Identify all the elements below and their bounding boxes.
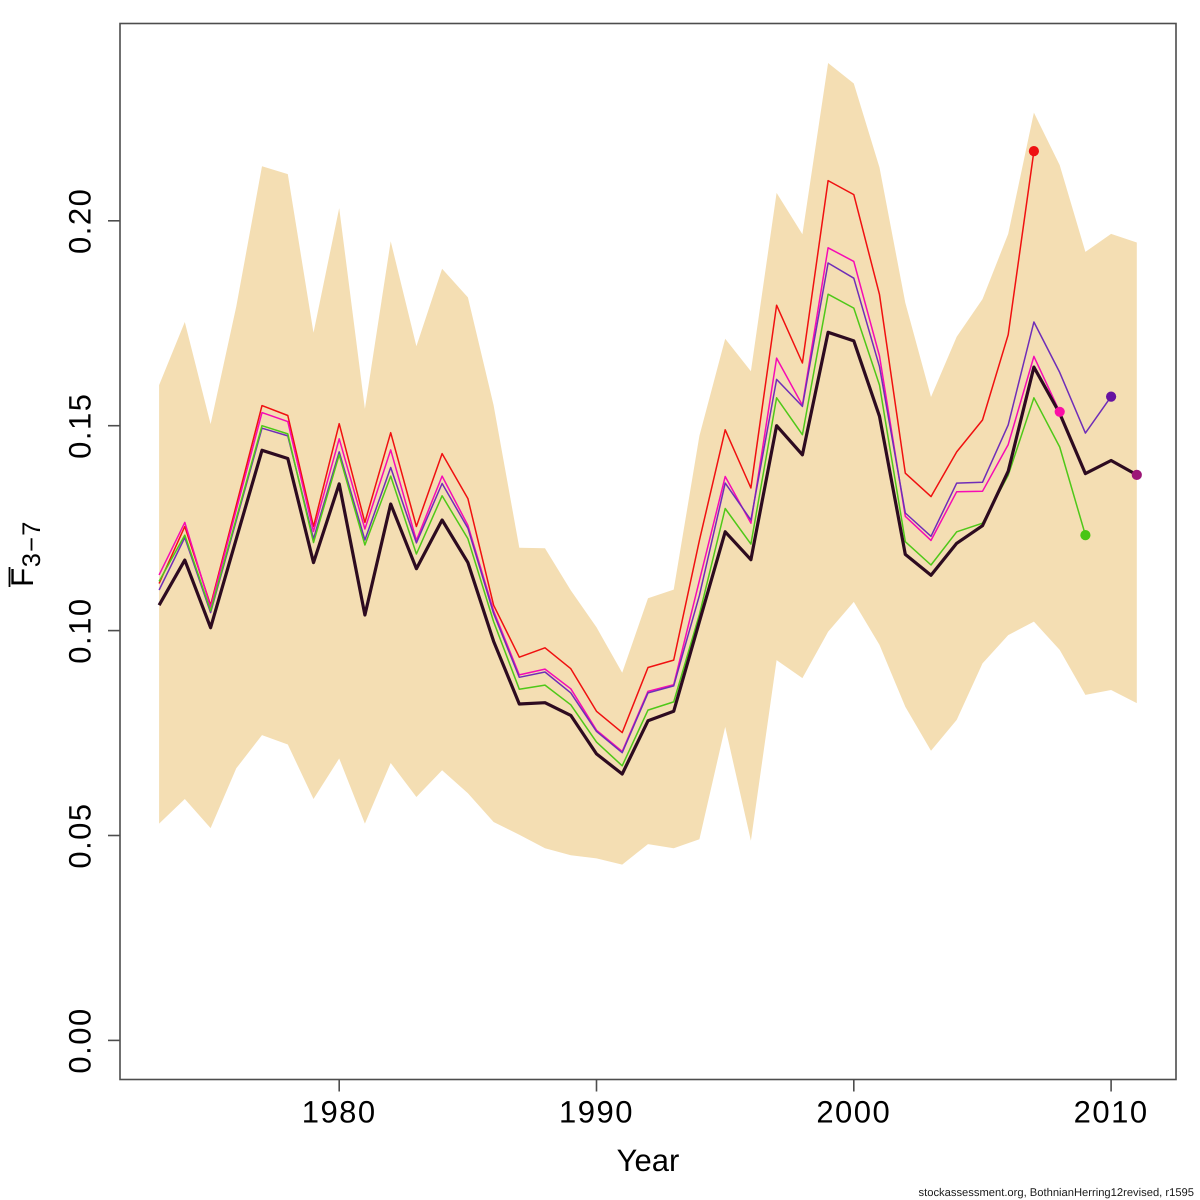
svg-text:stockassessment.org, BothnianH: stockassessment.org, BothnianHerring12re… xyxy=(919,1187,1194,1199)
svg-text:2000: 2000 xyxy=(816,1095,891,1130)
svg-text:2010: 2010 xyxy=(1074,1095,1149,1130)
svg-text:0.10: 0.10 xyxy=(63,597,98,663)
svg-text:0.15: 0.15 xyxy=(63,393,98,459)
svg-text:0.00: 0.00 xyxy=(63,1007,98,1073)
svg-text:1980: 1980 xyxy=(302,1095,377,1130)
svg-text:1990: 1990 xyxy=(559,1095,634,1130)
svg-text:0.05: 0.05 xyxy=(63,802,98,868)
svg-text:0.20: 0.20 xyxy=(63,188,98,254)
svg-text:Year: Year xyxy=(617,1143,680,1178)
